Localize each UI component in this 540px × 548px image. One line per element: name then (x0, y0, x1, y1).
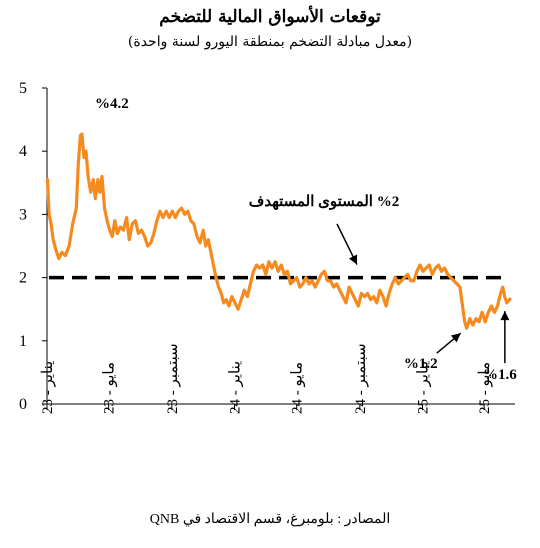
y-tick-label: 1 (19, 333, 27, 350)
chart-title: توقعات الأسواق المالية للتضخم (159, 5, 381, 27)
x-tick-label: مايو - 25 (477, 362, 493, 414)
x-tick-label: يناير - 24 (228, 361, 244, 414)
series-line (45, 132, 512, 330)
target-annotation-arrow-head (348, 254, 358, 265)
target-annotation: %2 المستوى المستهدف (249, 194, 399, 210)
x-tick-label: يناير - 23 (40, 361, 56, 414)
y-tick-label: 4 (19, 143, 27, 160)
latest-annotation: %1.6 (483, 367, 517, 383)
x-tick-label: يناير - 25 (416, 361, 432, 414)
x-tick-label: مايو - 23 (102, 362, 118, 414)
axes: 0 1 2 3 4 5 يناير - 23 مايو - 23 سبتمبر - 23 يناي… (19, 80, 515, 414)
low-annotation: %1.2 (404, 356, 438, 372)
source-note: المصادر : بلومبرغ، قسم الاقتصاد في QNB (150, 512, 390, 527)
chart-subtitle: (معدل مبادلة التضخم بمنطقة اليورو لسنة و… (128, 34, 412, 50)
y-tick-label: 5 (19, 80, 27, 97)
x-tick-label: سبتمبر - 23 (165, 343, 181, 414)
peak-annotation: %4.2 (95, 96, 129, 112)
latest-annotation-arrow-head (500, 311, 510, 321)
low-annotation-arrow-head (450, 333, 461, 343)
x-tick-label: مايو - 24 (290, 362, 306, 414)
annotation-layer: %4.2 %1.2 %1.6 %2 المستوى المستهدف (95, 96, 517, 383)
y-tick-label: 3 (19, 206, 27, 223)
y-tick-label: 0 (19, 396, 27, 413)
y-tick-label: 2 (19, 270, 27, 287)
x-tick-label: سبتمبر - 24 (353, 343, 369, 414)
series-layer (45, 132, 512, 330)
